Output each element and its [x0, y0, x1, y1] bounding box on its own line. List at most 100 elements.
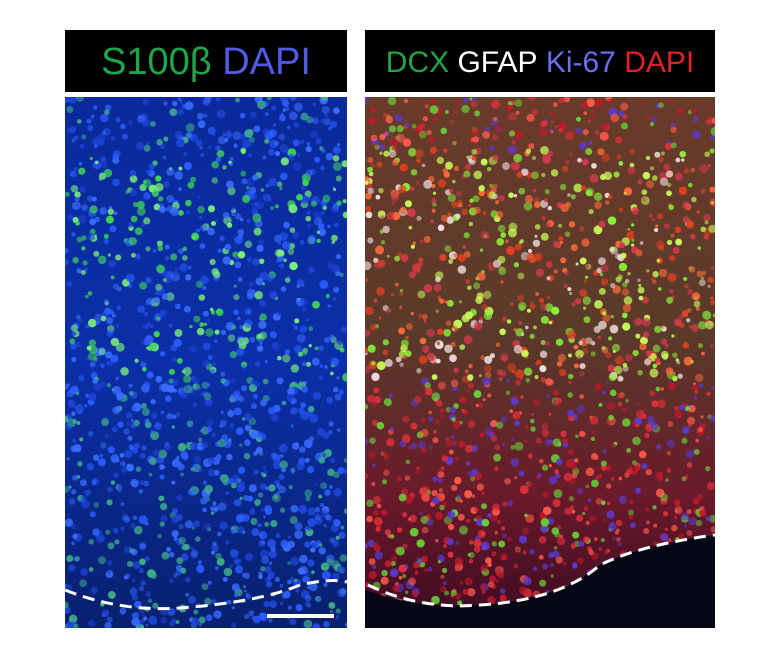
cell	[676, 360, 681, 365]
cell	[532, 566, 538, 571]
cell	[367, 166, 373, 173]
cell	[143, 312, 149, 317]
cell	[454, 476, 462, 485]
cell	[410, 169, 418, 176]
cell	[644, 432, 650, 438]
cell	[80, 479, 87, 487]
cell	[290, 407, 298, 415]
cell	[168, 323, 173, 328]
cell	[67, 214, 74, 220]
cell	[71, 232, 76, 237]
cell	[72, 438, 76, 443]
cell	[257, 100, 266, 110]
cell	[386, 438, 395, 447]
cell	[371, 361, 376, 366]
cell	[487, 393, 492, 398]
cell	[165, 292, 175, 301]
cell	[239, 112, 246, 119]
cell	[306, 465, 315, 474]
cell	[529, 333, 535, 339]
cell	[598, 257, 606, 266]
cell	[264, 138, 270, 144]
cell	[183, 152, 188, 157]
cell	[557, 442, 562, 447]
cell	[591, 479, 599, 488]
cell	[319, 364, 323, 368]
cell	[482, 376, 491, 386]
cell	[323, 582, 328, 588]
cell	[305, 169, 314, 177]
cell	[169, 108, 178, 117]
cell	[147, 598, 153, 604]
cell	[239, 217, 244, 222]
cell	[383, 150, 390, 157]
cell	[622, 281, 628, 288]
cell	[396, 125, 404, 133]
cell	[382, 225, 390, 234]
cell	[439, 298, 445, 304]
cell	[89, 205, 98, 214]
cell	[244, 319, 253, 328]
cell	[294, 530, 304, 539]
cell	[371, 402, 376, 407]
cell	[233, 557, 242, 566]
cell	[568, 380, 572, 384]
cell	[481, 518, 490, 527]
cell	[367, 237, 374, 244]
cell	[111, 313, 116, 318]
cell	[476, 272, 486, 281]
cell	[173, 389, 178, 393]
cell	[215, 156, 221, 162]
cell	[598, 320, 607, 330]
cell	[376, 161, 383, 168]
cell	[112, 153, 120, 161]
cell	[374, 144, 380, 150]
cell	[492, 134, 499, 141]
cell	[582, 129, 589, 136]
cell	[557, 353, 566, 363]
cell	[85, 393, 90, 398]
cell	[129, 188, 138, 196]
cell	[282, 354, 291, 363]
cell	[104, 433, 109, 438]
cell	[555, 338, 564, 346]
cell	[138, 608, 144, 614]
cell	[93, 105, 98, 110]
cell	[504, 477, 511, 485]
cell	[193, 609, 199, 615]
cell	[610, 477, 615, 481]
cell	[170, 253, 178, 261]
cell	[328, 602, 336, 609]
cell	[320, 211, 325, 216]
cell	[621, 122, 628, 130]
cell	[552, 550, 560, 558]
cell	[164, 244, 170, 250]
cell	[69, 126, 77, 134]
cell	[133, 442, 140, 449]
cell	[606, 401, 615, 411]
cell	[87, 291, 93, 296]
cell	[93, 143, 98, 148]
cell	[567, 448, 575, 456]
cell	[499, 552, 508, 561]
cell	[445, 406, 451, 413]
cell	[590, 351, 596, 357]
cell	[405, 350, 412, 357]
cell	[316, 230, 321, 235]
cell	[81, 500, 90, 509]
cell	[128, 383, 133, 388]
cell	[376, 361, 386, 371]
cell	[370, 163, 375, 168]
cell	[519, 535, 527, 544]
cell	[552, 390, 559, 396]
cell	[641, 296, 649, 304]
cell	[343, 457, 347, 463]
cell	[127, 435, 133, 441]
cell	[568, 291, 573, 296]
cell	[231, 324, 237, 330]
cell	[216, 109, 226, 119]
cell	[290, 424, 294, 428]
cell	[97, 255, 107, 265]
cell	[440, 466, 445, 471]
cell	[158, 449, 168, 459]
